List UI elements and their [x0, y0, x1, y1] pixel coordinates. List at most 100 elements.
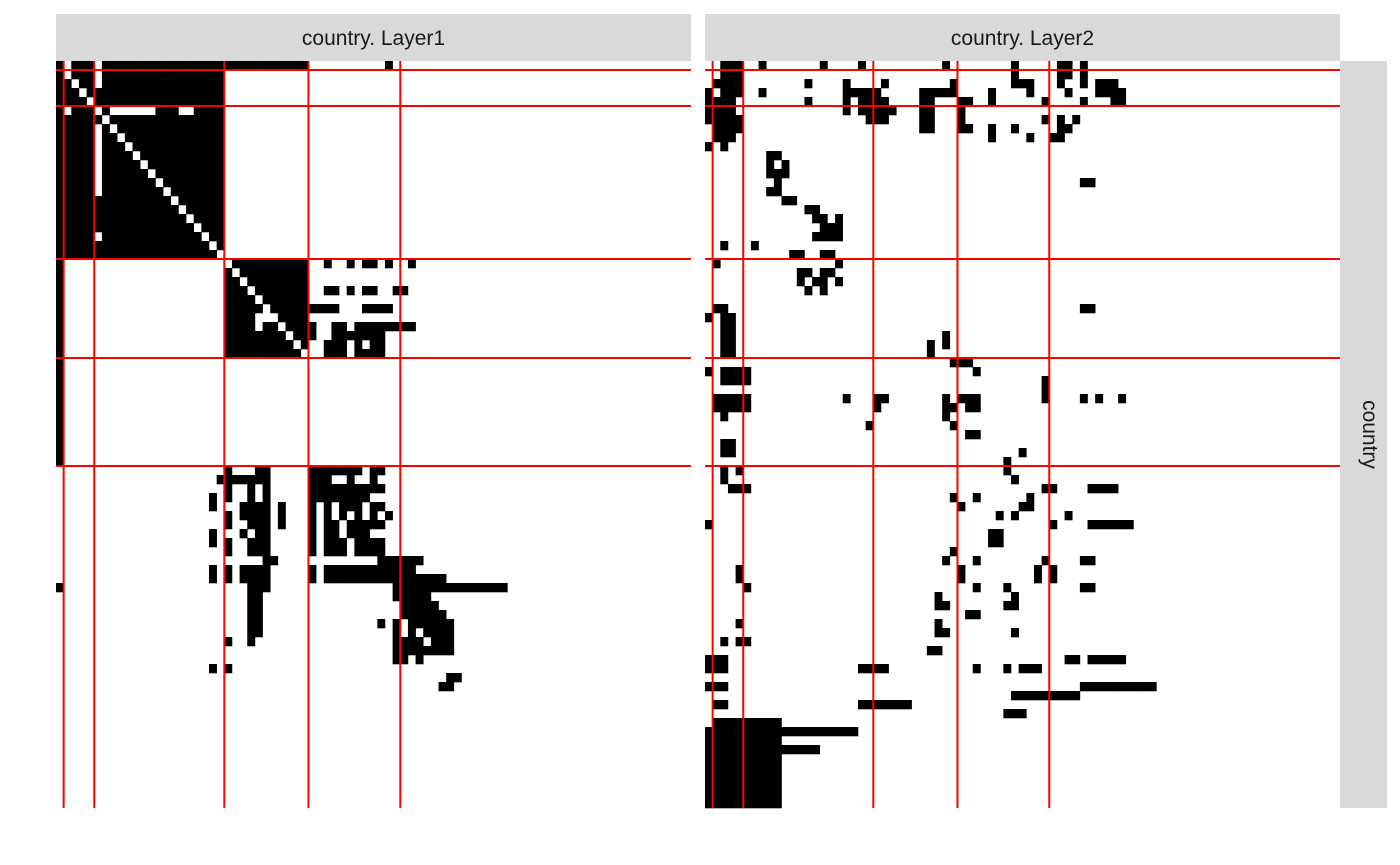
edge-cell-layer2: [873, 394, 882, 404]
edge-cell-layer1: [216, 79, 225, 89]
edge-cell-layer1: [140, 196, 149, 206]
edge-cell-layer1: [117, 70, 126, 80]
edge-cell-layer1: [354, 322, 363, 332]
edge-cell-layer1: [117, 142, 126, 152]
edge-cell-layer1: [209, 538, 217, 548]
edge-cell-layer1: [163, 124, 172, 134]
edge-cell-layer2: [727, 61, 736, 71]
edge-cell-layer1: [270, 304, 279, 314]
edge-cell-layer2: [705, 142, 713, 152]
edge-cell-layer2: [712, 394, 721, 404]
edge-cell-layer1: [308, 574, 317, 584]
edge-cell-layer1: [362, 484, 370, 494]
edge-cell-layer1: [430, 574, 439, 584]
edge-cell-layer1: [247, 511, 256, 521]
edge-cell-layer2: [750, 772, 759, 782]
edge-cell-layer1: [193, 151, 202, 161]
edge-cell-layer1: [224, 322, 233, 332]
edge-cell-layer1: [109, 196, 118, 206]
edge-cell-layer2: [1003, 601, 1012, 611]
edge-cell-layer1: [254, 61, 263, 71]
edge-cell-layer1: [155, 133, 164, 143]
edge-cell-layer1: [369, 484, 378, 494]
edge-cell-layer1: [117, 232, 126, 242]
edge-cell-layer2: [735, 763, 744, 773]
edge-cell-layer1: [132, 124, 141, 134]
edge-cell-layer1: [71, 205, 80, 215]
edge-cell-layer1: [400, 637, 409, 647]
edge-cell-layer2: [727, 727, 736, 737]
edge-cell-layer1: [117, 79, 126, 89]
edge-cell-layer1: [78, 250, 87, 260]
edge-cell-layer1: [155, 196, 164, 206]
edge-cell-layer1: [492, 583, 501, 593]
edge-cell-layer1: [178, 70, 187, 80]
edge-cell-layer1: [86, 232, 95, 242]
edge-cell-layer2: [727, 448, 736, 458]
edge-cell-layer1: [423, 592, 432, 602]
edge-cell-layer1: [124, 187, 133, 197]
edge-cell-layer1: [56, 583, 64, 593]
edge-cell-layer2: [773, 790, 782, 800]
edge-cell-layer1: [178, 169, 187, 179]
edge-cell-layer2: [819, 250, 828, 260]
edge-cell-layer2: [727, 133, 736, 143]
edge-cell-layer1: [86, 241, 95, 251]
edge-cell-layer2: [1003, 457, 1012, 467]
edge-cell-layer1: [178, 187, 187, 197]
edge-cell-layer1: [262, 529, 271, 539]
edge-cell-layer1: [124, 97, 133, 107]
edge-cell-layer1: [270, 61, 279, 71]
edge-cell-layer2: [1003, 664, 1012, 674]
edge-cell-layer1: [362, 520, 370, 530]
edge-cell-layer1: [400, 574, 409, 584]
edge-cell-layer2: [720, 70, 729, 80]
edge-cell-layer2: [1079, 304, 1088, 314]
edge-cell-layer1: [63, 250, 72, 260]
edge-cell-layer1: [331, 574, 340, 584]
edge-cell-layer1: [369, 565, 378, 575]
edge-cell-layer1: [147, 187, 156, 197]
edge-cell-layer1: [186, 232, 195, 242]
edge-cell-layer1: [476, 583, 485, 593]
edge-cell-layer2: [942, 88, 951, 98]
edge-cell-layer1: [216, 106, 225, 116]
edge-cell-layer1: [262, 574, 271, 584]
edge-cell-layer2: [942, 601, 951, 611]
edge-cell-layer1: [140, 97, 149, 107]
edge-cell-layer2: [1102, 79, 1111, 89]
edge-cell-layer1: [56, 349, 64, 359]
edge-cell-layer2: [750, 763, 759, 773]
edge-cell-layer1: [247, 475, 256, 485]
edge-cell-layer1: [163, 169, 172, 179]
edge-cell-layer2: [873, 115, 882, 125]
edge-cell-layer1: [415, 592, 424, 602]
edge-cell-layer1: [124, 223, 133, 233]
edge-cell-layer2: [766, 790, 775, 800]
edge-cell-layer2: [804, 97, 813, 107]
edge-cell-layer2: [743, 394, 752, 404]
edge-cell-layer1: [147, 178, 156, 188]
edge-cell-layer1: [86, 196, 95, 206]
edge-cell-layer1: [231, 349, 240, 359]
edge-cell-layer2: [873, 88, 882, 98]
edge-cell-layer1: [209, 205, 217, 215]
edge-cell-layer1: [86, 223, 95, 233]
edge-cell-layer2: [1041, 691, 1050, 701]
edge-cell-layer1: [56, 151, 64, 161]
edge-cell-layer2: [1064, 88, 1073, 98]
edge-cell-layer1: [239, 268, 248, 278]
edge-cell-layer1: [209, 565, 217, 575]
edge-cell-layer2: [750, 790, 759, 800]
edge-cell-layer1: [277, 511, 286, 521]
edge-cell-layer1: [369, 511, 378, 521]
edge-cell-layer2: [804, 79, 813, 89]
edge-cell-layer2: [735, 88, 744, 98]
edge-cell-layer1: [155, 169, 164, 179]
edge-cell-layer2: [720, 700, 729, 710]
edge-cell-layer1: [247, 331, 256, 341]
edge-cell-layer1: [254, 547, 263, 557]
edge-cell-layer1: [56, 223, 64, 233]
edge-cell-layer1: [300, 313, 309, 323]
edge-cell-layer1: [377, 484, 386, 494]
